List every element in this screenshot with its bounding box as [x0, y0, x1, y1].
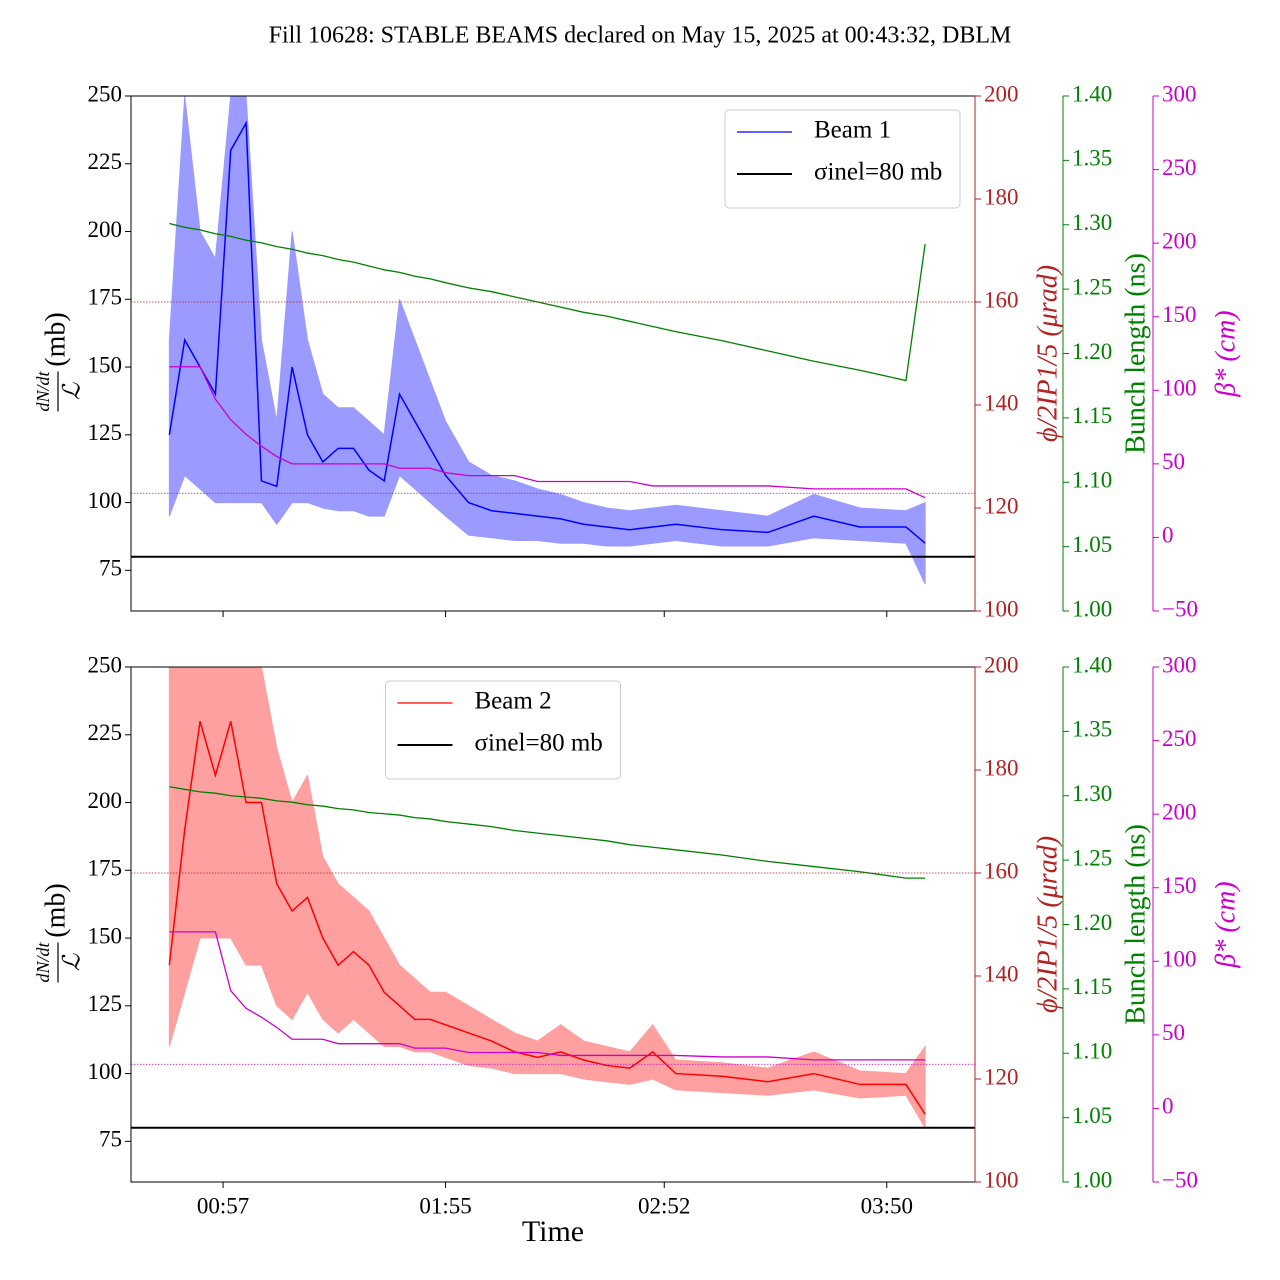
y-tick-label: 1.00: [1072, 1167, 1112, 1192]
y-tick-label: 140: [984, 961, 1019, 986]
series-line: [169, 222, 926, 382]
plot-area: [131, 667, 975, 1130]
y-tick-label: 100: [88, 1059, 123, 1084]
y-tick-label: 1.10: [1072, 1039, 1112, 1064]
figure-title: Fill 10628: STABLE BEAMS declared on May…: [269, 23, 1012, 49]
y-tick-label: 100: [88, 488, 123, 513]
y-label-numerator: dN/dt: [33, 371, 53, 412]
y-tick-label: 1.10: [1072, 468, 1112, 493]
y-tick-label: 225: [88, 149, 123, 174]
y-tick-label: 120: [984, 493, 1019, 518]
legend-label: Beam 2: [475, 688, 552, 715]
y-tick-label: 75: [99, 1127, 122, 1152]
y-tick-label: 1.35: [1072, 146, 1112, 171]
series-line: [168, 120, 926, 544]
y-tick-label: 1.25: [1072, 274, 1112, 299]
y-tick-label: 120: [984, 1064, 1019, 1089]
y2-axis-label: ϕ/2IP1/5 (μrad): [1032, 265, 1063, 442]
y-tick-label: −50: [1162, 596, 1198, 621]
y-tick-label: 100: [984, 1167, 1019, 1192]
series-line: [168, 721, 926, 1115]
y-tick-label: 150: [1162, 302, 1197, 327]
y-tick-label: 180: [984, 755, 1019, 780]
y-axis-label: dN/dt ℒ (mb): [33, 312, 85, 411]
y-tick-label: 150: [1162, 873, 1197, 898]
y-tick-label: 1.05: [1072, 532, 1112, 557]
y-label-denominator: ℒ: [60, 382, 86, 400]
y-label-unit: (mb): [40, 883, 71, 937]
x-tick-label: 02:52: [638, 1193, 690, 1218]
y-tick-label: 250: [1162, 155, 1197, 180]
y-tick-label: 1.40: [1072, 652, 1112, 677]
y-tick-label: 100: [1162, 376, 1197, 401]
x-tick-label: 00:57: [197, 1193, 249, 1218]
y-tick-label: 160: [984, 858, 1019, 883]
y-tick-label: 100: [1162, 947, 1197, 972]
y-tick-label: 225: [88, 720, 123, 745]
legend-label: σinel=80 mb: [814, 159, 942, 186]
series-line: [169, 786, 926, 879]
legend-box: [385, 680, 621, 780]
series-line: [169, 931, 926, 1061]
y-tick-label: 300: [1162, 81, 1197, 106]
x-tick-label: 03:50: [861, 1193, 913, 1218]
y-tick-label: 1.30: [1072, 781, 1112, 806]
y-tick-label: 250: [1162, 726, 1197, 751]
y3-axis-label: Bunch length (ns): [1120, 253, 1151, 454]
x-tick-label: 01:55: [419, 1193, 471, 1218]
y-tick-label: 125: [88, 420, 123, 445]
y-tick-label: 140: [984, 390, 1019, 415]
legend-label: Beam 1: [814, 117, 891, 144]
y-tick-label: 200: [984, 652, 1019, 677]
y-tick-label: 175: [88, 285, 123, 310]
plot-area: [131, 96, 975, 585]
y-tick-label: 175: [88, 856, 123, 881]
y-tick-label: 180: [984, 184, 1019, 209]
y-tick-label: 1.15: [1072, 403, 1112, 428]
y-tick-label: −50: [1162, 1167, 1198, 1192]
y-tick-label: 125: [88, 991, 123, 1016]
y-axis-label: dN/dt ℒ (mb): [33, 883, 85, 982]
legend-box: [724, 109, 961, 209]
y-tick-label: 300: [1162, 652, 1197, 677]
y-tick-label: 75: [99, 556, 122, 581]
y4-axis-label: β* (cm): [1210, 310, 1241, 397]
band: [168, 96, 926, 585]
y-tick-label: 1.25: [1072, 845, 1112, 870]
y-tick-label: 200: [1162, 799, 1197, 824]
x-axis-label: Time: [522, 1215, 584, 1248]
y-tick-label: 250: [88, 81, 123, 106]
y-tick-label: 50: [1162, 1020, 1185, 1045]
y-tick-label: 160: [984, 287, 1019, 312]
y-tick-label: 50: [1162, 449, 1185, 474]
y-tick-label: 1.40: [1072, 81, 1112, 106]
y-tick-label: 1.15: [1072, 974, 1112, 999]
y-tick-label: 250: [88, 652, 123, 677]
y-tick-label: 1.35: [1072, 717, 1112, 742]
y-tick-label: 1.30: [1072, 210, 1112, 235]
y-tick-label: 0: [1162, 523, 1174, 548]
y-tick-label: 200: [88, 217, 123, 242]
y-tick-label: 200: [88, 788, 123, 813]
y-tick-label: 100: [984, 596, 1019, 621]
y-tick-label: 150: [88, 923, 123, 948]
y-label-denominator: ℒ: [60, 953, 86, 971]
y-tick-label: 1.00: [1072, 596, 1112, 621]
legend-label: σinel=80 mb: [475, 730, 603, 757]
y-tick-label: 1.20: [1072, 339, 1112, 364]
y-tick-label: 150: [88, 352, 123, 377]
y-tick-label: 200: [984, 81, 1019, 106]
series-line: [169, 366, 926, 499]
y4-axis-label: β* (cm): [1210, 881, 1241, 968]
y-tick-label: 200: [1162, 228, 1197, 253]
y-label-unit: (mb): [40, 312, 71, 366]
y-tick-label: 0: [1162, 1094, 1174, 1119]
y2-axis-label: ϕ/2IP1/5 (μrad): [1032, 836, 1063, 1013]
y3-axis-label: Bunch length (ns): [1120, 824, 1151, 1025]
y-tick-label: 1.05: [1072, 1103, 1112, 1128]
y-label-numerator: dN/dt: [33, 942, 53, 983]
y-tick-label: 1.20: [1072, 910, 1112, 935]
